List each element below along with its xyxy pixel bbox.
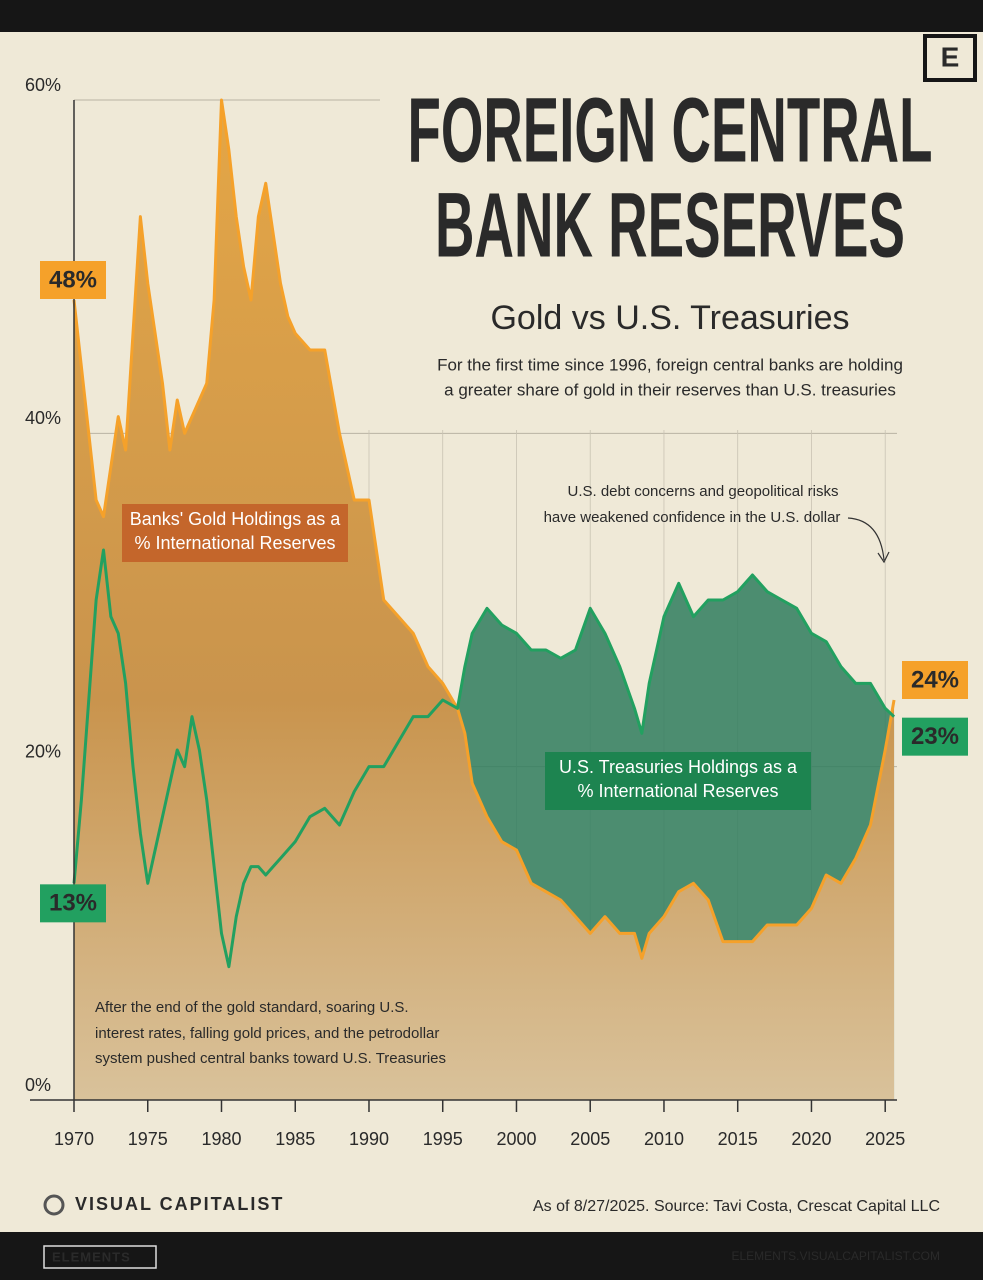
x-tick-label: 2005 — [570, 1129, 610, 1149]
value-label-box — [902, 661, 968, 699]
annotation-arrow — [847, 517, 885, 561]
x-tick-label: 1980 — [201, 1129, 241, 1149]
brand-icon — [43, 1194, 65, 1216]
series-line — [72, 548, 896, 969]
value-label: 48% — [49, 266, 97, 293]
legend-label: Banks' Gold Holdings as a % Internationa… — [122, 504, 348, 562]
labels: 48% 24% 13% 23% Banks' Gold Holdings as a % … — [40, 261, 968, 923]
x-tick-label: 2015 — [718, 1129, 758, 1149]
annotation: U.S. debt concerns and geopolitical risk… — [568, 483, 839, 500]
value-label-box — [902, 717, 968, 756]
x-tick-label: 1990 — [349, 1129, 389, 1149]
x-tick-label: 2000 — [496, 1129, 536, 1149]
logo: E — [941, 41, 960, 72]
y-tick-label: 20% — [25, 741, 61, 761]
value-label-box — [40, 884, 106, 923]
x-tick-label: 2010 — [644, 1129, 684, 1149]
footer-box — [43, 1245, 157, 1269]
source: As of 8/27/2025. Source: Tavi Costa, Cre… — [533, 1198, 940, 1215]
y-tick-label: 60% — [25, 75, 61, 95]
x-tick-label: 1970 — [54, 1129, 94, 1149]
annotation-arrow — [877, 551, 890, 564]
annotation: interest rates, falling gold prices, and… — [95, 1025, 439, 1042]
footer-left: ELEMENTS — [52, 1249, 131, 1264]
value-label: 23% — [911, 723, 959, 750]
legend-label: U.S. Treasuries Holdings as a % Internat… — [545, 752, 811, 810]
legend-item: U.S. Treasuries Holdings as a % Internat… — [545, 752, 811, 810]
value-label: 13% — [49, 890, 97, 917]
description: a greater share of gold in their reserve… — [444, 380, 896, 399]
value-label-box — [40, 261, 106, 299]
y-tick-label: 40% — [25, 408, 61, 428]
x-tick-label: 2020 — [791, 1129, 831, 1149]
y-tick-label: 0% — [25, 1075, 51, 1095]
plot-area: 0% 20% 40% 60% 1970 1975 1980 1985 1990 1995 2000 2… — [25, 75, 905, 1149]
annotation: system pushed central banks toward U.S. … — [95, 1050, 446, 1067]
annotation: After the end of the gold standard, soar… — [95, 999, 409, 1016]
x-tick-label: 1985 — [275, 1129, 315, 1149]
title-line: FOREIGN CENTRAL — [408, 79, 933, 181]
series-line — [72, 98, 896, 960]
title-line: BANK RESERVES — [435, 174, 905, 276]
gold-area — [74, 100, 895, 1100]
top-bar — [0, 0, 983, 32]
footer-right: ELEMENTS.VISUALCAPITALIST.COM — [732, 1249, 941, 1263]
bottom-bar — [0, 1232, 983, 1280]
x-tick-label: 1995 — [423, 1129, 463, 1149]
annotation: have weakened confidence in the U.S. dol… — [544, 509, 841, 526]
subtitle: Gold vs U.S. Treasuries — [490, 299, 849, 337]
description: For the first time since 1996, foreign c… — [437, 355, 903, 374]
legend-item: Banks' Gold Holdings as a % Internationa… — [122, 504, 348, 562]
logo-box — [923, 34, 977, 82]
value-label: 24% — [911, 666, 959, 693]
x-tick-label: 1975 — [128, 1129, 168, 1149]
x-tick-label: 2025 — [865, 1129, 905, 1149]
brand: VISUAL CAPITALIST — [75, 1194, 284, 1214]
